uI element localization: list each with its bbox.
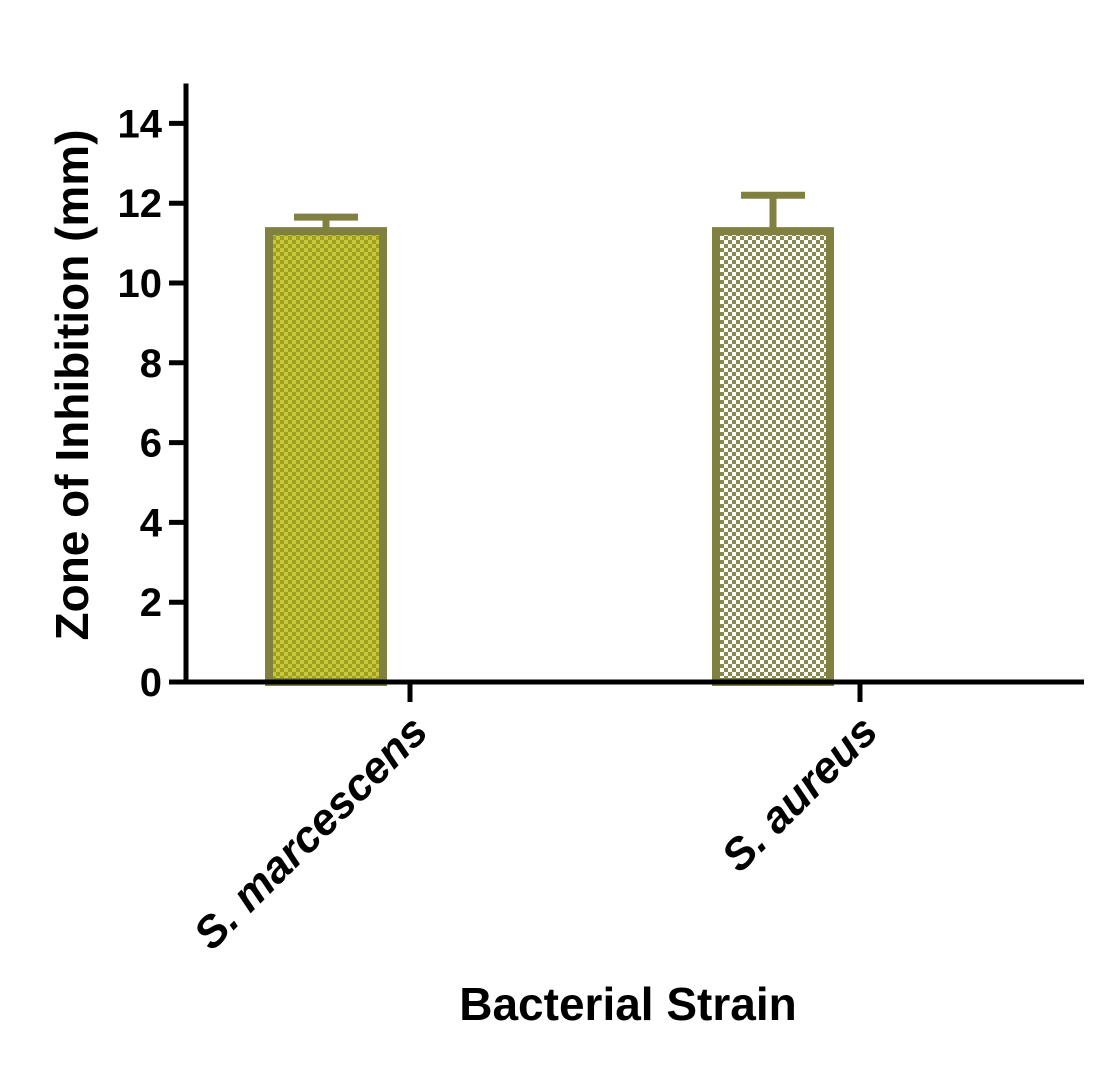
y-tick-label: 2 [140,581,162,625]
axes-group [183,83,1084,685]
bar-0 [265,227,387,686]
bar-1 [712,227,834,686]
y-tick-label: 6 [140,422,162,466]
y-axis-title: Zone of Inhibition (mm) [46,129,98,640]
y-tick-label: 10 [118,262,163,306]
x-axis-title: Bacterial Strain [459,978,796,1030]
bars-group [265,227,834,686]
x-category-label: S. marcescens [184,706,437,959]
error-bars-group [294,191,805,232]
y-tick-label: 4 [140,501,163,545]
y-tick-label: 12 [118,182,163,226]
y-tick-label: 8 [140,342,162,386]
y-tick-label: 0 [140,661,162,705]
x-category-label: S. aureus [712,706,887,881]
y-tick-label: 14 [118,102,163,146]
y-ticks-group: 0 2 4 6 8 10 12 14 [118,102,186,705]
x-ticks-group: S. marcescens S. aureus [184,682,887,959]
